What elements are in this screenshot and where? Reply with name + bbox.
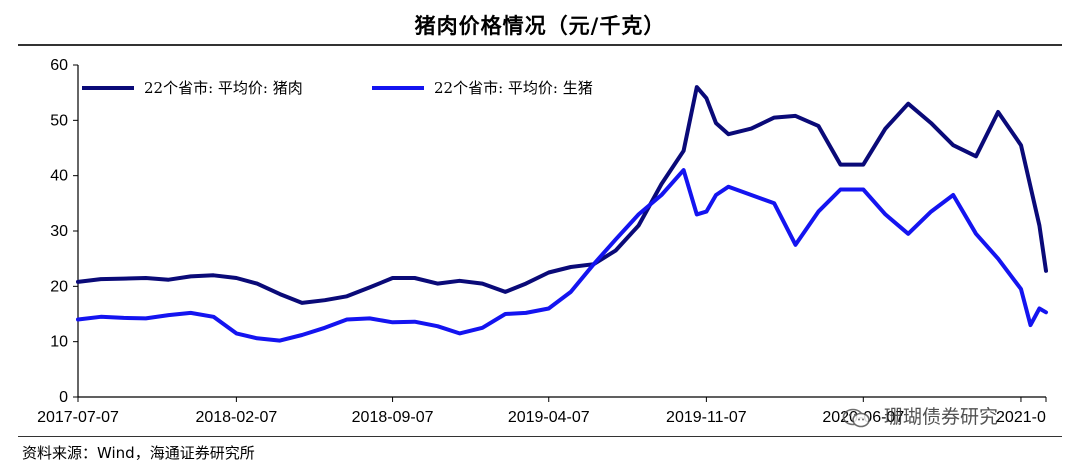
source-note: 资料来源：Wind，海通证券研究所 <box>22 444 255 462</box>
x-tick-label: 2018-02-07 <box>195 409 277 426</box>
series-line-1 <box>76 85 1048 305</box>
x-tick-label: 2018-09-07 <box>352 409 434 426</box>
y-tick-label: 60 <box>50 57 68 74</box>
x-tick-label: 2017-07-07 <box>37 409 119 426</box>
chart-series <box>76 85 1048 343</box>
x-tick-label: 2021-0 <box>996 409 1046 426</box>
watermark-text: 珊瑚债券研究 <box>884 406 999 428</box>
line-chart: 0 10 20 30 40 50 60 2017-07-07 2018-02-07 2018-09… <box>37 57 1048 426</box>
source-divider <box>18 436 1062 437</box>
series-line-2 <box>76 168 1048 343</box>
title-divider <box>18 44 1062 46</box>
y-tick-label: 40 <box>50 168 68 185</box>
y-tick-label: 50 <box>50 112 68 129</box>
watermark: 珊瑚债券研究 <box>842 402 998 429</box>
chart-legend: 22个省市: 平均价: 猪肉 22个省市: 平均价: 生猪 <box>82 79 593 97</box>
x-tick-label: 2019-11-07 <box>666 409 747 426</box>
chart-title: 猪肉价格情况（元/千克） <box>414 14 666 38</box>
legend-label-2: 22个省市: 平均价: 生猪 <box>434 79 593 97</box>
chart-axes: 0 10 20 30 40 50 60 2017-07-07 2018-02-07 2018-09… <box>37 57 1047 426</box>
y-tick-label: 10 <box>50 334 68 351</box>
y-tick-label: 0 <box>59 389 68 406</box>
legend-label-1: 22个省市: 平均价: 猪肉 <box>144 79 303 97</box>
y-tick-label: 20 <box>50 278 68 295</box>
wechat-icon <box>842 408 870 427</box>
y-tick-label: 30 <box>50 223 68 240</box>
x-tick-label: 2019-04-07 <box>508 409 590 426</box>
